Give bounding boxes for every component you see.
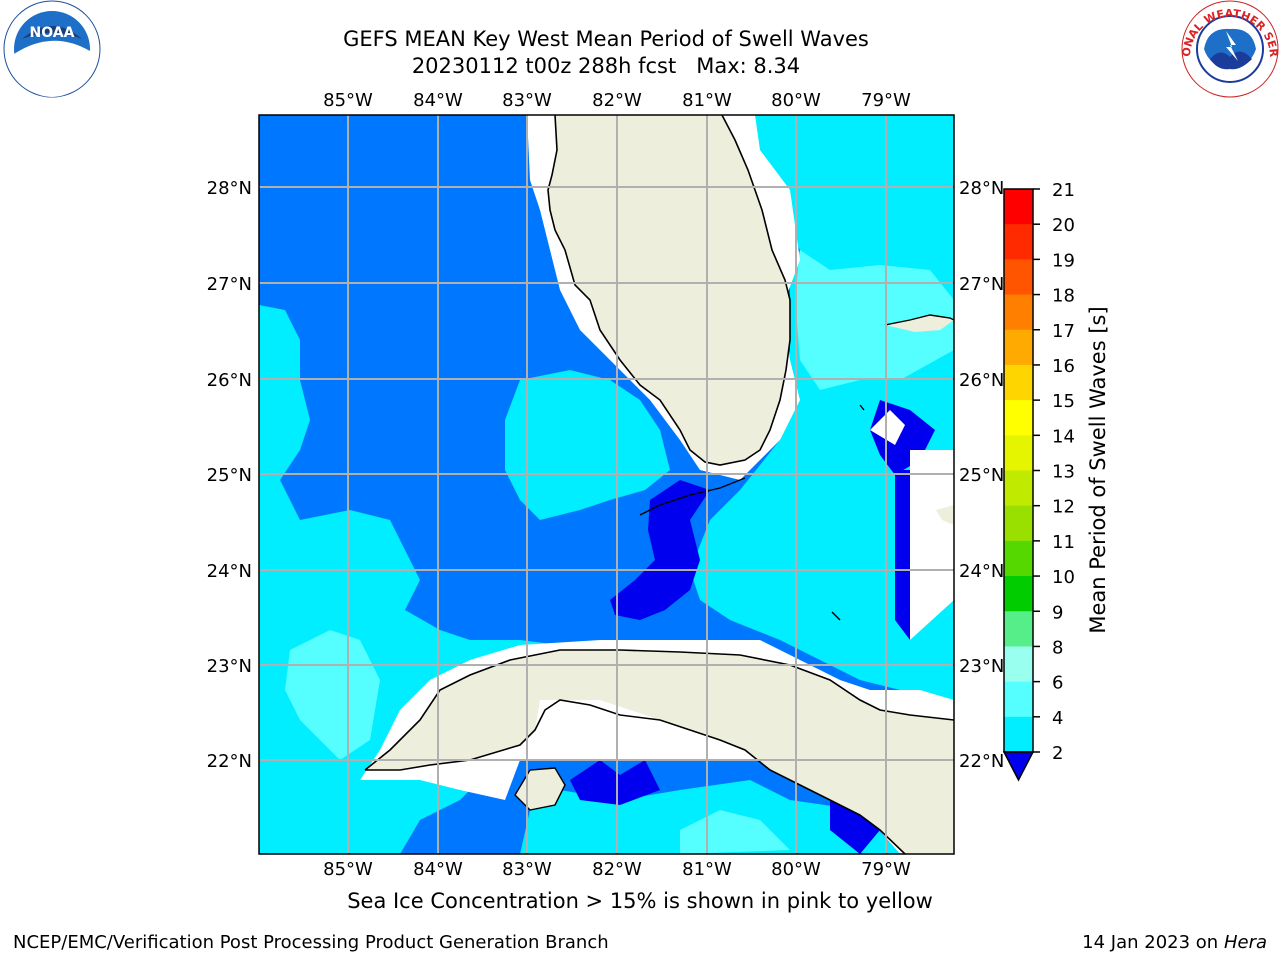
lat-label-right: 25°N	[959, 465, 1004, 486]
axis-labels: 85°W 85°W 84°W 84°W 83°W 83°W 82°W 82°W 81°W 81°W…	[207, 90, 1005, 880]
footer-branch: NCEP/EMC/Verification Post Processing Pr…	[13, 932, 609, 953]
cuba-inland-gap	[520, 700, 745, 760]
colorbar-segment	[1004, 435, 1033, 471]
ocean-under-2-keys	[610, 480, 710, 620]
colorbar-segment	[1004, 259, 1033, 296]
footer-date: 14 Jan 2023 on Hera	[1082, 932, 1267, 953]
colorbar-segment	[1004, 681, 1033, 718]
colorbar-segment	[1004, 576, 1033, 612]
ocean-6-8-west	[285, 630, 380, 760]
lat-label-left: 24°N	[207, 561, 252, 582]
map-area	[259, 115, 954, 854]
gridlines	[259, 115, 954, 854]
lon-label-top: 83°W	[502, 90, 552, 111]
lon-label-top: 80°W	[771, 90, 821, 111]
footer-host: Hera	[1223, 932, 1267, 953]
sea-ice-note: Sea Ice Concentration > 15% is shown in …	[347, 889, 933, 913]
ocean-4-6-east	[690, 115, 954, 700]
ocean-under-2-se	[830, 800, 880, 854]
lat-label-left: 26°N	[207, 370, 252, 391]
lon-label-bottom: 79°W	[861, 859, 911, 880]
map-frame	[258, 114, 955, 855]
lat-label-left: 28°N	[207, 178, 252, 199]
colorbar-tick-label: 8	[1052, 637, 1063, 658]
ocean-under-2-south	[570, 760, 660, 805]
colorbar-segment	[1004, 224, 1033, 260]
lon-label-top: 85°W	[323, 90, 373, 111]
nws-logo: NATIONAL WEATHER SERVICE	[1180, 0, 1280, 98]
colorbar-tick-label: 2	[1052, 743, 1063, 764]
no-data-bahamas	[870, 410, 954, 640]
colorbar: 21 20 19 18 17 16 15 14 13 12 11 10 9 8 6 4 2	[1002, 180, 1075, 782]
bahamas-coastline	[831, 314, 954, 621]
lon-label-top: 81°W	[682, 90, 732, 111]
colorbar-segment	[1004, 611, 1033, 647]
lon-label-bottom: 83°W	[502, 859, 552, 880]
colorbar-segment	[1004, 505, 1033, 542]
colorbar-segment	[1004, 716, 1033, 753]
footer-date-text: 14 Jan 2023 on	[1082, 932, 1224, 953]
lon-label-bottom: 81°W	[682, 859, 732, 880]
colorbar-tick-label: 21	[1052, 180, 1075, 201]
lat-label-right: 24°N	[959, 561, 1004, 582]
lat-label-right: 27°N	[959, 274, 1004, 295]
lon-label-top: 79°W	[861, 90, 911, 111]
bahamas-land	[885, 315, 954, 332]
colorbar-tick-label: 12	[1052, 497, 1075, 518]
colorbar-segment	[1004, 400, 1033, 436]
colorbar-tick-label: 13	[1052, 462, 1075, 483]
noaa-logo: NOAA	[3, 0, 101, 98]
cuba-land	[365, 650, 954, 854]
colorbar-tick-label: 20	[1052, 215, 1075, 236]
lat-label-right: 22°N	[959, 751, 1004, 772]
colorbar-tick-label: 9	[1052, 602, 1063, 623]
colorbar-tick-label: 10	[1052, 567, 1075, 588]
colorbar-segment	[1004, 189, 1033, 225]
title-line-2: 20230112 t00z 288h fcst Max: 8.34	[411, 54, 801, 78]
colorbar-tick-label: 6	[1052, 673, 1063, 694]
colorbar-tick-label: 11	[1052, 532, 1075, 553]
colorbar-segment	[1004, 329, 1033, 366]
lat-label-right: 28°N	[959, 178, 1004, 199]
colorbar-segment	[1004, 470, 1033, 507]
noaa-logo-text: NOAA	[30, 25, 75, 41]
lat-label-left: 22°N	[207, 751, 252, 772]
colorbar-label: Mean Period of Swell Waves [s]	[1086, 306, 1110, 633]
lon-label-bottom: 80°W	[771, 859, 821, 880]
colorbar-tick-label: 4	[1052, 708, 1063, 729]
lon-label-bottom: 84°W	[413, 859, 463, 880]
colorbar-under-arrow	[1002, 751, 1035, 782]
isla-juventud-coastline	[514, 767, 566, 811]
colorbar-segment	[1004, 364, 1033, 401]
cuba-coastline	[364, 649, 954, 854]
lat-label-left: 23°N	[207, 656, 252, 677]
andros-land	[936, 505, 954, 525]
lon-label-bottom: 82°W	[592, 859, 642, 880]
lon-label-top: 82°W	[592, 90, 642, 111]
lat-label-right: 23°N	[959, 656, 1004, 677]
colorbar-segment	[1004, 540, 1033, 577]
colorbar-tick-label: 15	[1052, 391, 1075, 412]
ocean-4-6-center	[505, 370, 670, 520]
colorbar-tick-label: 17	[1052, 321, 1075, 342]
colorbar-tick-label: 14	[1052, 426, 1075, 447]
lon-label-bottom: 85°W	[323, 859, 373, 880]
florida-land	[548, 115, 790, 465]
colorbar-tick-label: 18	[1052, 286, 1075, 307]
florida-coastline	[547, 115, 791, 466]
colorbar-tick-label: 19	[1052, 250, 1075, 271]
lat-label-left: 27°N	[207, 274, 252, 295]
ocean-6-8-east	[795, 250, 954, 390]
lat-label-right: 26°N	[959, 370, 1004, 391]
title-line-1: GEFS MEAN Key West Mean Period of Swell …	[343, 27, 869, 51]
lon-label-top: 84°W	[413, 90, 463, 111]
colorbar-segment	[1004, 294, 1033, 331]
lat-label-left: 25°N	[207, 465, 252, 486]
keys-coastline	[639, 477, 746, 516]
colorbar-segment	[1004, 646, 1033, 683]
colorbar-tick-label: 16	[1052, 356, 1075, 377]
